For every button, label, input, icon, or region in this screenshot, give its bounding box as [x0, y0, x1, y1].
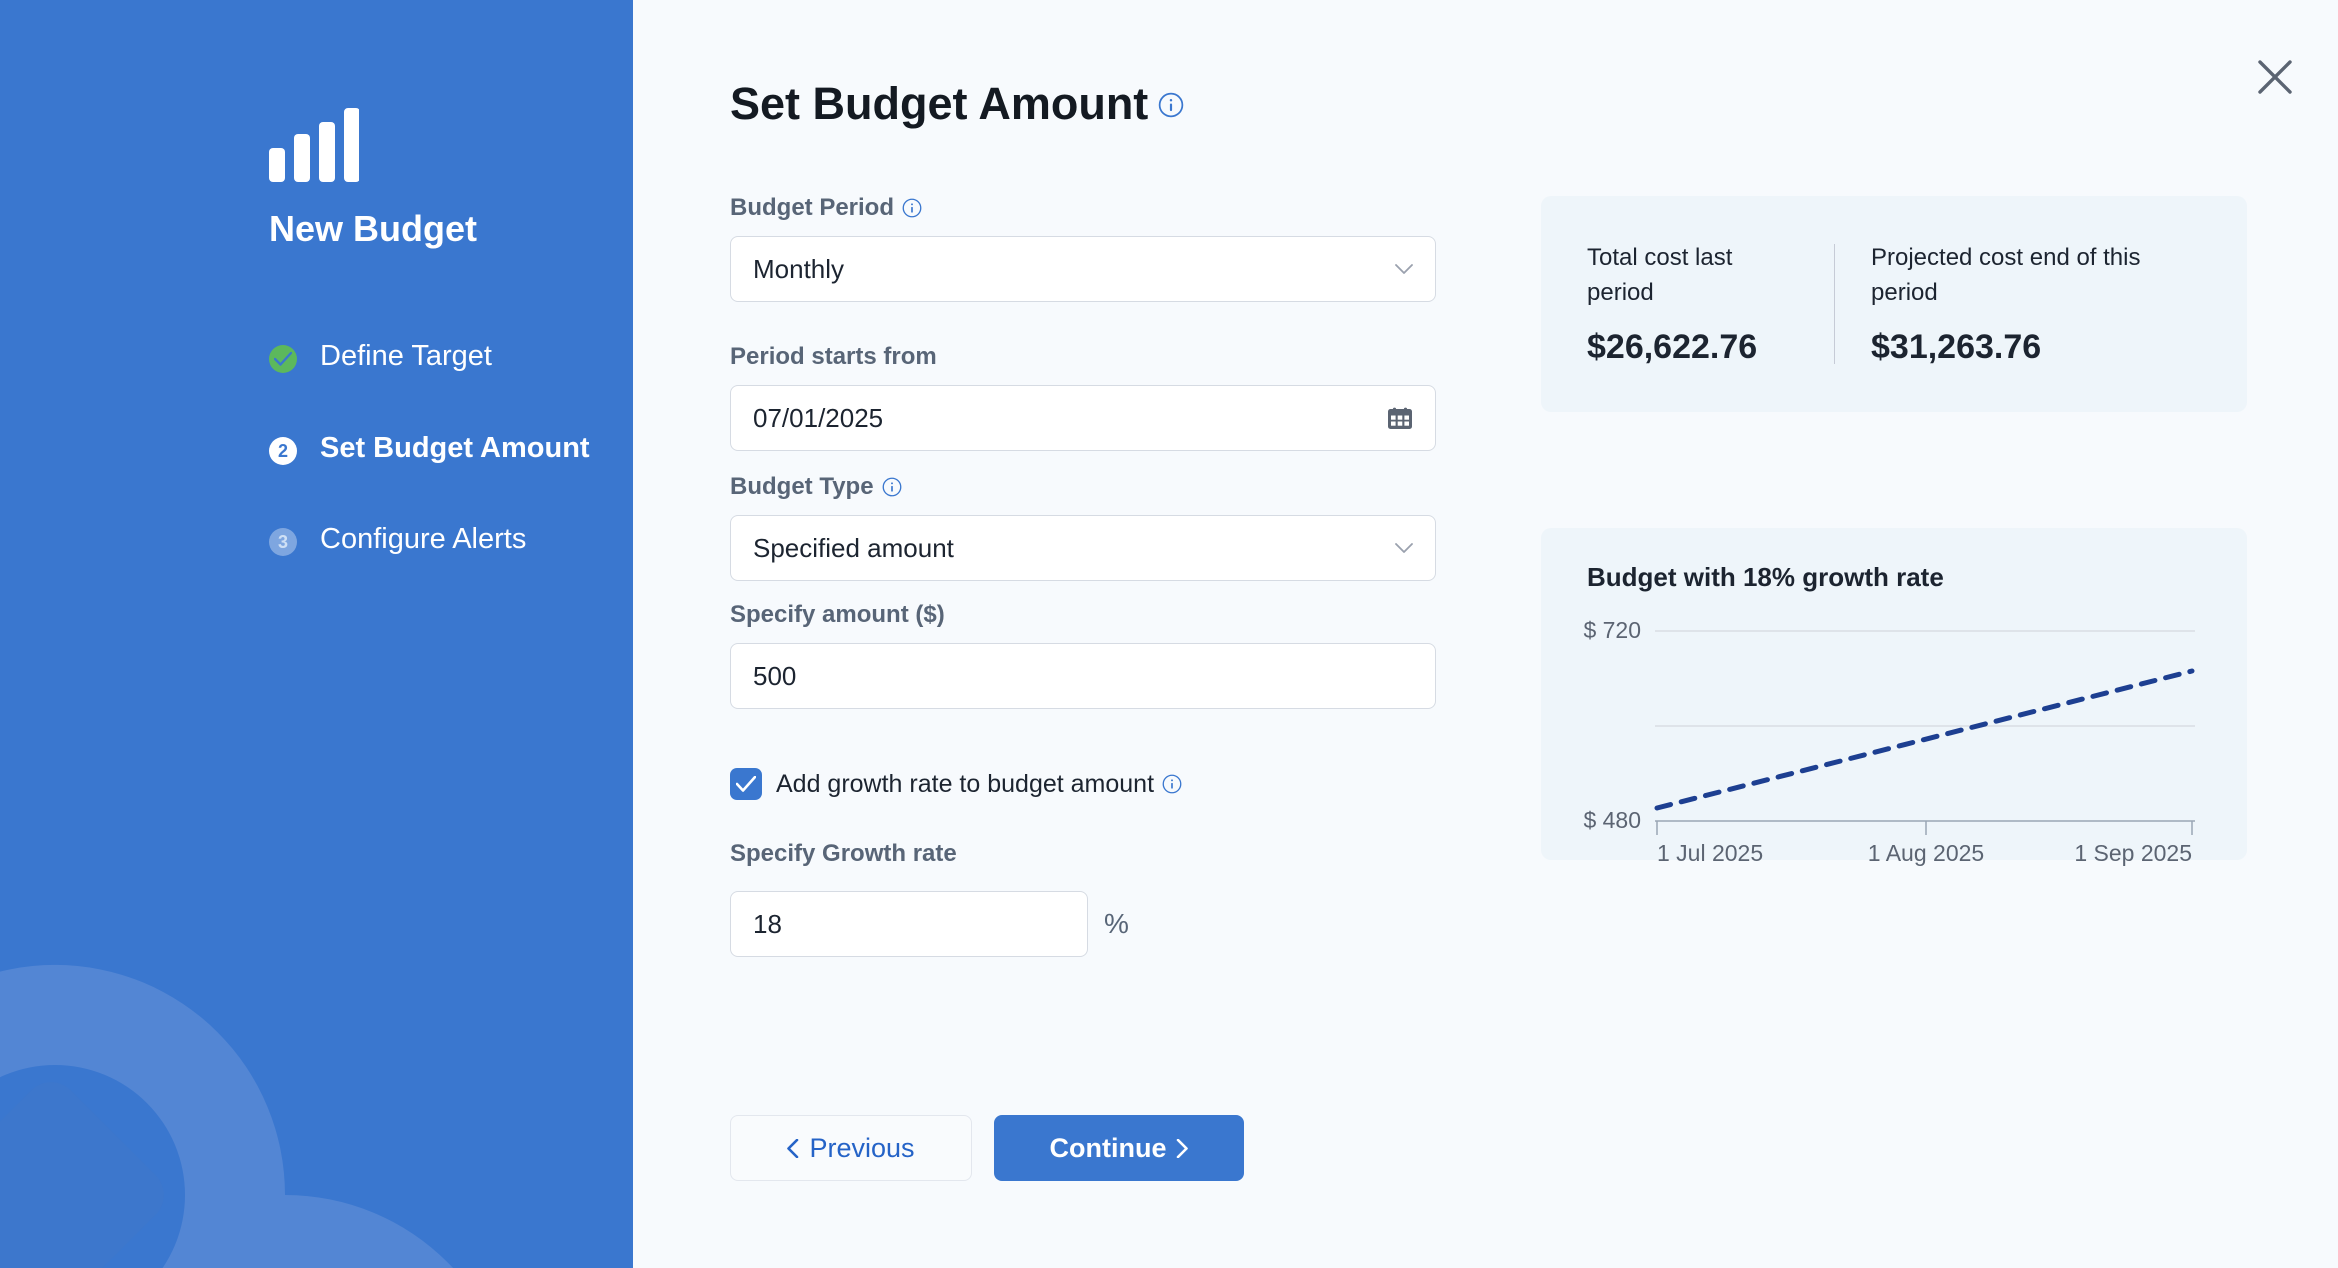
svg-text:1 Sep 2025: 1 Sep 2025	[2074, 840, 2192, 866]
svg-text:1 Aug 2025: 1 Aug 2025	[1868, 840, 1984, 866]
svg-text:$ 720: $ 720	[1583, 617, 1641, 643]
svg-text:1 Jul 2025: 1 Jul 2025	[1657, 840, 1763, 866]
svg-text:$ 480: $ 480	[1583, 807, 1641, 833]
